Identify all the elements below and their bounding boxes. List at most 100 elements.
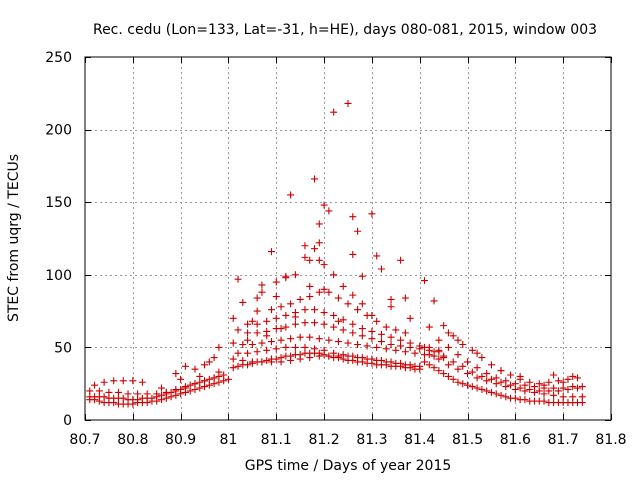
data-point (435, 367, 443, 375)
data-point (425, 323, 433, 331)
data-point (530, 383, 538, 391)
data-point (550, 371, 558, 379)
x-tick-label: 81.4 (404, 432, 435, 448)
data-point (119, 377, 127, 385)
data-point (492, 374, 500, 382)
data-point (272, 345, 280, 353)
data-point (172, 386, 180, 394)
data-point (358, 272, 366, 280)
x-tick-label: 81.7 (548, 432, 579, 448)
data-point (569, 383, 577, 391)
data-point (158, 384, 166, 392)
data-point (344, 339, 352, 347)
data-point (406, 361, 414, 369)
data-point (377, 338, 385, 346)
data-point (334, 338, 342, 346)
data-point (311, 306, 319, 314)
data-point (234, 349, 242, 357)
data-point (320, 201, 328, 209)
data-point (421, 358, 429, 366)
data-point (339, 282, 347, 290)
data-point (449, 358, 457, 366)
data-point (444, 372, 452, 380)
data-point (205, 375, 213, 383)
data-point (301, 343, 309, 351)
data-point (464, 381, 472, 389)
data-point (377, 356, 385, 364)
data-point (473, 364, 481, 372)
data-point (287, 335, 295, 343)
data-point (186, 381, 194, 389)
y-tick-label: 100 (45, 268, 72, 284)
data-point (282, 343, 290, 351)
data-point (311, 245, 319, 253)
data-point (368, 327, 376, 335)
data-point (239, 340, 247, 348)
data-point (511, 380, 519, 388)
data-point (162, 388, 170, 396)
data-point (315, 288, 323, 296)
data-point (263, 317, 271, 325)
data-point (440, 352, 448, 360)
data-point (473, 384, 481, 392)
data-point (507, 371, 515, 379)
data-point (181, 362, 189, 370)
y-tick-label: 250 (45, 50, 72, 66)
data-point (272, 293, 280, 301)
data-point (358, 325, 366, 333)
data-point (306, 333, 314, 341)
data-point (153, 390, 161, 398)
plot-frame (84, 56, 612, 421)
data-point (282, 272, 290, 280)
data-point (444, 343, 452, 351)
data-point (272, 278, 280, 286)
data-point (358, 354, 366, 362)
data-point (540, 397, 548, 405)
data-point (354, 227, 362, 235)
data-point (267, 306, 275, 314)
y-tick-label: 0 (63, 413, 72, 429)
data-point (554, 387, 562, 395)
data-point (229, 314, 237, 322)
data-point (449, 375, 457, 383)
data-point (148, 394, 156, 402)
data-point (263, 356, 271, 364)
data-point (464, 370, 472, 378)
data-point (287, 300, 295, 308)
data-point (387, 295, 395, 303)
y-axis-ticks: 0 50 100 150 200 250 (45, 50, 611, 429)
data-point (224, 375, 232, 383)
data-point (320, 320, 328, 328)
data-point (229, 339, 237, 347)
data-point (487, 388, 495, 396)
data-point (306, 293, 314, 301)
data-point (282, 323, 290, 331)
data-point (315, 220, 323, 228)
x-tick-label: 80.9 (165, 432, 196, 448)
data-point (569, 372, 577, 380)
data-point (569, 393, 577, 401)
data-point (311, 345, 319, 353)
data-point (449, 332, 457, 340)
data-point (516, 384, 524, 392)
data-point (95, 387, 103, 395)
data-point (435, 336, 443, 344)
data-point (100, 378, 108, 386)
data-point (406, 339, 414, 347)
data-point (373, 343, 381, 351)
data-point (459, 362, 467, 370)
data-point (344, 300, 352, 308)
data-point (497, 378, 505, 386)
data-point (114, 388, 122, 396)
data-point (143, 390, 151, 398)
data-point (416, 362, 424, 370)
data-point (464, 358, 472, 366)
data-point (244, 349, 252, 357)
data-point (526, 386, 534, 394)
data-point (291, 320, 299, 328)
data-point (253, 329, 261, 337)
data-point (244, 329, 252, 337)
data-point (468, 368, 476, 376)
data-point (368, 335, 376, 343)
data-point (440, 370, 448, 378)
